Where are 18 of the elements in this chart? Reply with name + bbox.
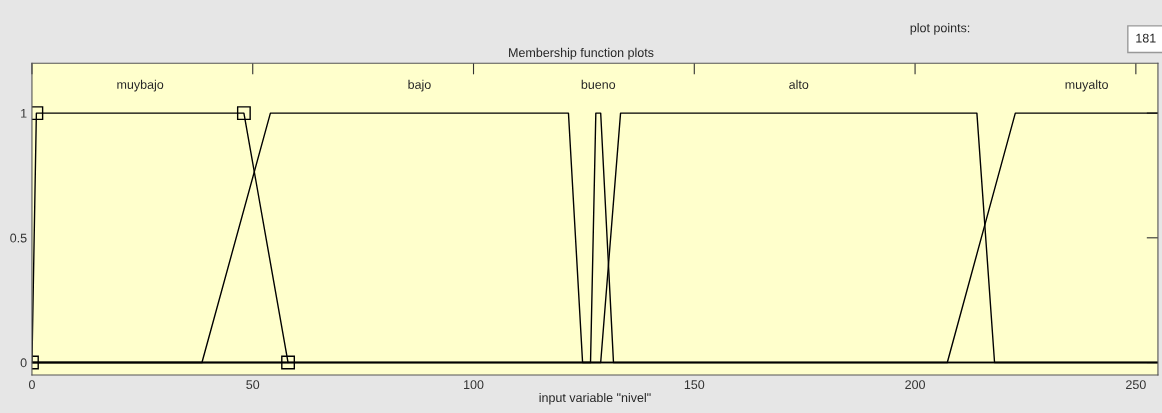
text: bueno (581, 79, 616, 89)
x-tick-label: 200 (905, 380, 926, 390)
y-tick-label: 0.5 (10, 233, 27, 243)
y-tick-label: 0 (20, 358, 27, 368)
series-label: muybajo (117, 79, 164, 92)
x-tick-label: 100 (464, 380, 484, 390)
series-label: muyalto (1065, 79, 1108, 92)
x-tick-label: 50 (246, 380, 260, 390)
series-label: bajo (408, 79, 431, 92)
chart-title: Membership function plots (509, 47, 654, 60)
text: 181 (1136, 33, 1156, 43)
y-tick-label: 1 (21, 109, 27, 118)
x-tick-label: 250 (1126, 380, 1146, 390)
x-tick-label: 150 (684, 380, 705, 390)
x-axis-title: input variable "nivel" (539, 392, 651, 405)
x-tick-label: 0 (28, 380, 35, 390)
series-label: alto (789, 79, 809, 89)
text: plot points: (910, 23, 970, 35)
